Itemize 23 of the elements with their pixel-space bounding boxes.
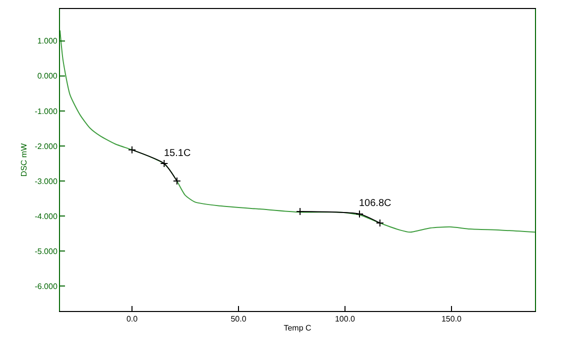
- point: [172, 177, 181, 186]
- line-series: [60, 30, 535, 233]
- point: [376, 219, 384, 228]
- x-tick-label: 150.0: [441, 314, 462, 324]
- y-tick-label: -1.000: [34, 106, 58, 116]
- x-tick-label: 100.0: [334, 314, 356, 324]
- y-tick-label: -3.000: [34, 176, 58, 186]
- y-tick-label: -5.000: [34, 246, 58, 256]
- y-tick-label: 0.000: [37, 72, 58, 81]
- point: [128, 146, 136, 154]
- x-tick-label: 50.0: [230, 314, 247, 324]
- y-axis-title: DSC mW: [19, 142, 28, 177]
- x-axis-title: Temp C: [284, 324, 312, 333]
- y-tick-label: 1.000: [37, 36, 58, 46]
- annotation: 106.8C: [359, 198, 392, 209]
- y-tick-label: -2.000: [34, 142, 58, 151]
- point: [355, 210, 364, 218]
- point: [160, 160, 168, 168]
- point: [296, 208, 304, 216]
- y-tick-label: -4.000: [34, 212, 58, 221]
- y-tick-label: -6.000: [34, 282, 58, 291]
- annotation: 15.1C: [164, 148, 191, 159]
- x-tick-label: 0.0: [126, 314, 138, 324]
